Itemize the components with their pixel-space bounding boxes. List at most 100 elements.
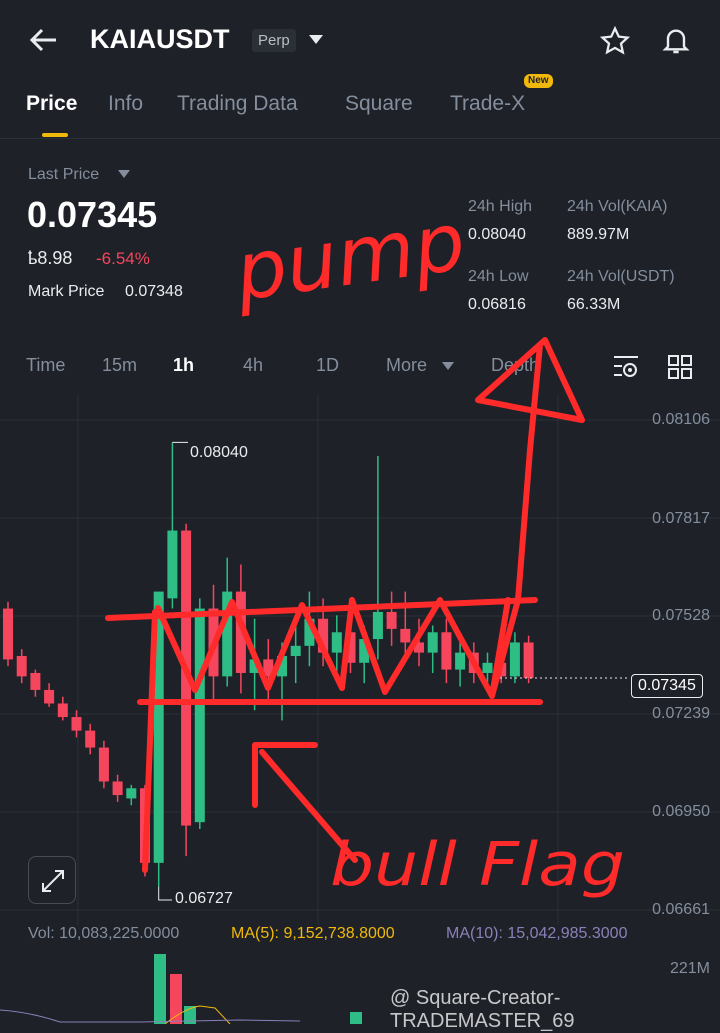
last-price: 0.07345 (27, 194, 158, 235)
vol-base-value: 889.97M (567, 226, 630, 243)
y-tick: 0.07239 (652, 705, 710, 722)
ma10-line (0, 1009, 301, 1023)
candle-body (359, 639, 370, 663)
flag-zigzag (155, 597, 511, 699)
tab-trade-x[interactable]: Trade-X (450, 92, 526, 115)
candle-body (249, 659, 260, 673)
candle-body (386, 611, 397, 629)
arrow-left-icon[interactable] (28, 26, 60, 54)
candle-body (523, 642, 534, 679)
low-marker-label: 0.06727 (175, 890, 233, 907)
candle-body (112, 781, 123, 796)
candle-body (126, 788, 137, 799)
interval-1h[interactable]: 1h (173, 355, 195, 375)
flag-left-pole (142, 609, 158, 873)
grid-layout-icon[interactable] (667, 354, 693, 380)
high-label: 24h High (468, 198, 533, 215)
candle-body (345, 632, 356, 663)
candle-body (194, 608, 205, 823)
pump-annotation: pump (229, 195, 471, 319)
candle-body (167, 530, 178, 599)
vol-quote-value: 66.33M (567, 296, 621, 313)
fullscreen-button[interactable] (28, 856, 76, 904)
new-badge: New (524, 74, 553, 88)
candle-body (44, 689, 55, 704)
tab-price[interactable]: Price (26, 92, 78, 115)
chart-settings-icon[interactable] (612, 354, 640, 380)
volume-chart (0, 954, 362, 1024)
y-tick: 0.08106 (652, 411, 710, 428)
y-tick: 0.07817 (652, 510, 710, 527)
low-marker-line (158, 886, 172, 901)
interval-4h[interactable]: 4h (243, 355, 264, 375)
current-price-tag: 0.07345 (631, 674, 703, 698)
star-icon[interactable] (600, 26, 630, 56)
volume-bar (350, 1012, 362, 1024)
caret-down-icon[interactable] (308, 34, 324, 46)
candle-body (235, 591, 246, 673)
candle-body (181, 530, 192, 826)
tab-square[interactable]: Square (345, 92, 413, 115)
candle-body (16, 656, 27, 677)
active-tab-indicator (42, 133, 68, 137)
support-arrow (252, 742, 358, 863)
candle-body (222, 591, 233, 677)
candle-body (277, 656, 287, 677)
candle-body (98, 747, 109, 782)
low-value: 0.06816 (468, 296, 526, 313)
candle-body (509, 642, 520, 677)
tab-trading-data[interactable]: Trading Data (177, 92, 298, 115)
candle-body (30, 672, 41, 690)
perp-badge: Perp (252, 29, 296, 52)
candle-body (331, 632, 342, 653)
candle-body (153, 591, 164, 863)
candle-body (318, 618, 329, 653)
interval-more[interactable]: More (386, 355, 428, 375)
interval-15m[interactable]: 15m (102, 355, 138, 375)
candle-body (3, 608, 13, 660)
caret-down-icon[interactable] (442, 362, 454, 371)
mark-price: 0.07348 (125, 283, 183, 300)
ma5-line (164, 1005, 231, 1024)
candle-body (427, 632, 438, 653)
interval-1d[interactable]: 1D (316, 355, 340, 375)
candle-body (290, 645, 301, 657)
interval-time[interactable]: Time (26, 355, 66, 375)
expand-icon (42, 870, 64, 892)
candle-body (57, 703, 68, 718)
candle-body (455, 652, 466, 670)
volume-bar (184, 1006, 196, 1024)
vol-quote-label: 24h Vol(USDT) (567, 268, 675, 285)
mark-price-label: Mark Price (28, 283, 105, 300)
flag-top-line (105, 597, 538, 621)
candle-body (372, 611, 383, 640)
volume-label: Vol: 10,083,225.0000 (28, 925, 180, 942)
last-price-label[interactable]: Last Price (28, 166, 100, 183)
bull-flag-annotation: bull Flag (330, 830, 625, 900)
candle-body (85, 730, 96, 748)
divider (0, 138, 720, 139)
candle-body (441, 632, 452, 670)
breakout-arrow (475, 337, 585, 699)
candle-body (482, 662, 493, 673)
fiat-price: ҍ8.98 (28, 248, 73, 268)
high-marker-label: 0.08040 (190, 444, 248, 461)
candle-body (263, 659, 274, 677)
high-value: 0.08040 (468, 226, 526, 243)
price-change: -6.54% (96, 249, 150, 268)
candle-body (71, 717, 82, 731)
caret-down-icon[interactable] (118, 170, 130, 179)
vol-base-label: 24h Vol(KAIA) (567, 198, 668, 215)
bell-icon[interactable] (660, 24, 692, 56)
volume-bar (170, 974, 182, 1024)
volume-axis-max: 221M (669, 960, 710, 977)
candle-body (304, 618, 315, 646)
ma5-label: MA(5): 9,152,738.8000 (231, 925, 395, 942)
symbol-title[interactable]: KAIAUSDT (90, 24, 230, 54)
tab-info[interactable]: Info (108, 92, 144, 115)
y-tick: 0.06661 (652, 901, 710, 918)
low-label: 24h Low (468, 268, 529, 285)
y-tick: 0.07528 (652, 607, 710, 624)
candle-body (400, 628, 411, 643)
